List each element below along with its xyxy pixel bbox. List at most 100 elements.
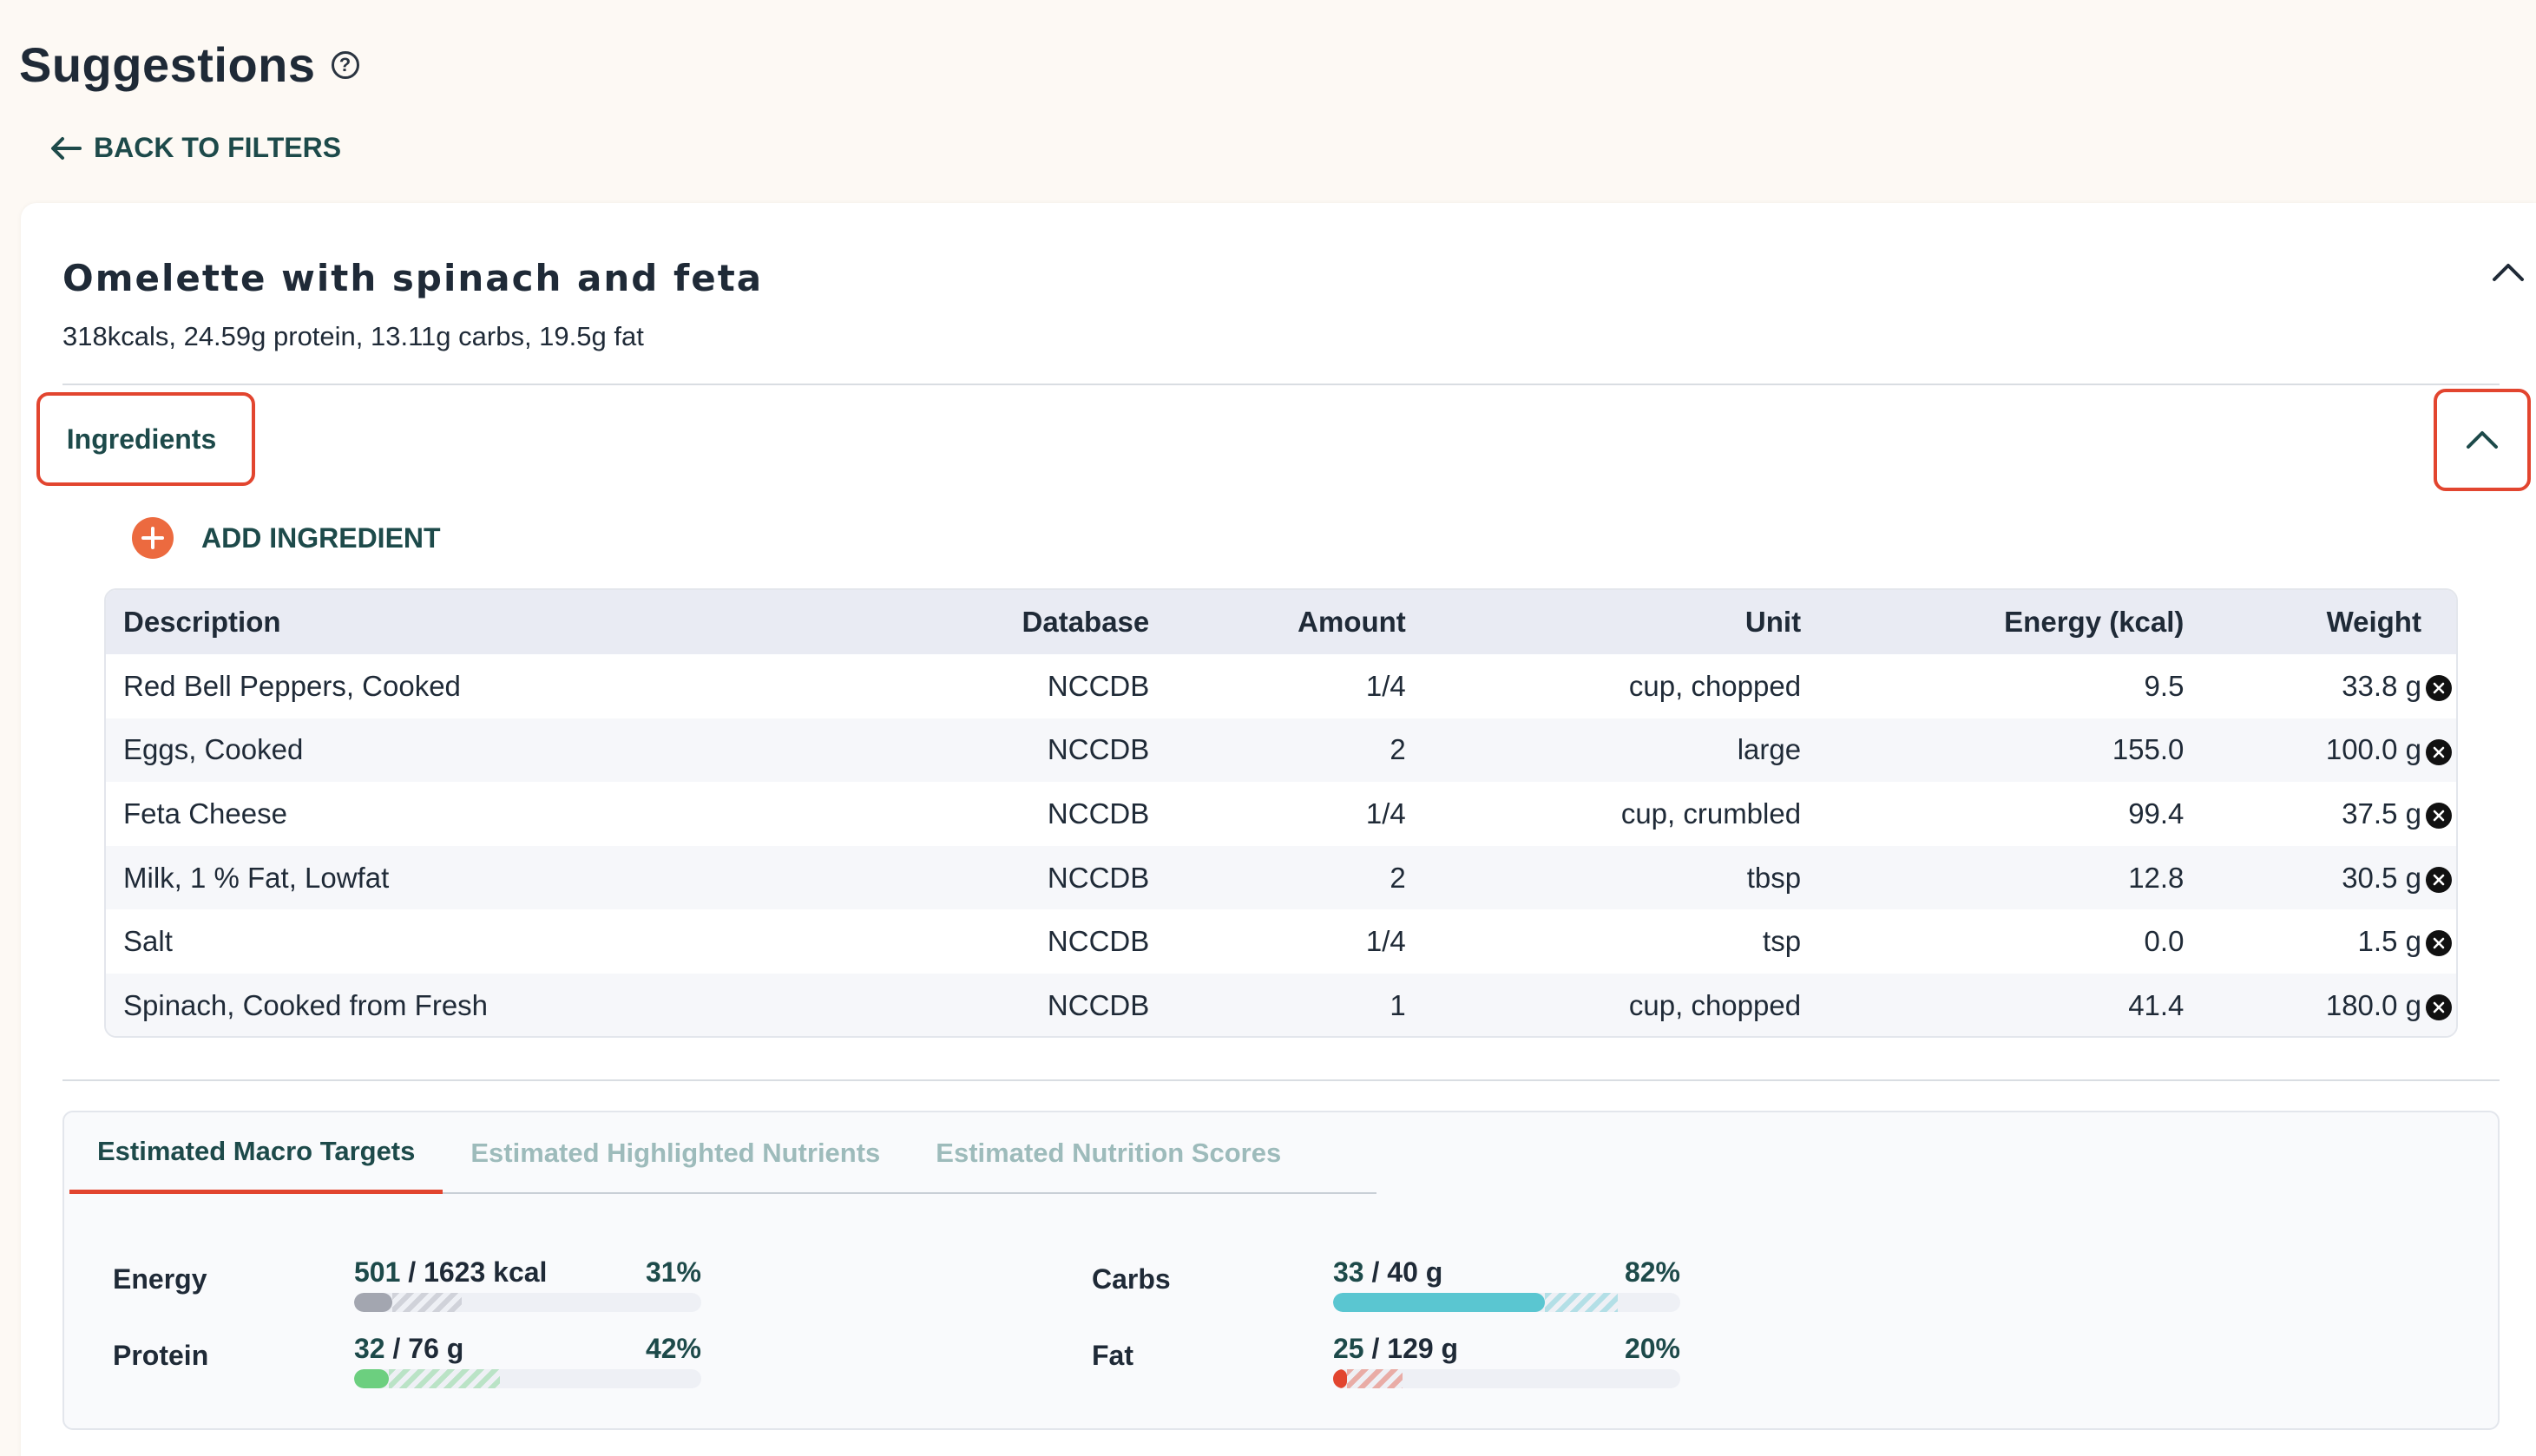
chevron-up-icon	[2467, 431, 2498, 449]
cell-amount: 2	[1390, 861, 1406, 894]
macro-carbs-name: Carbs	[1092, 1263, 1171, 1295]
cell-unit: tsp	[1763, 925, 1802, 958]
cell-unit: tbsp	[1746, 861, 1802, 894]
page-title: Suggestions	[19, 37, 316, 92]
table-row: Red Bell Peppers, Cooked NCCDB 1/4 cup, cho…	[106, 654, 2456, 718]
back-to-filters-link[interactable]: BACK TO FILTERS	[50, 132, 341, 164]
current-fill	[1333, 1369, 1347, 1388]
divider	[62, 1079, 2500, 1081]
macro-carbs-values: 33 / 40 g	[1333, 1256, 1443, 1288]
tab-macro-targets[interactable]: Estimated Macro Targets	[69, 1112, 443, 1194]
cell-remove	[2421, 718, 2456, 783]
macro-fat-name: Fat	[1092, 1340, 1133, 1371]
table-row: Salt NCCDB 1/4 tsp 0.0 1.5 g	[106, 909, 2456, 974]
collapse-recipe-button[interactable]	[2482, 246, 2534, 298]
table-row: Eggs, Cooked NCCDB 2 large 155.0 100.0 g	[106, 718, 2456, 783]
recipe-card: Omelette with spinach and feta 318kcals,…	[21, 203, 2536, 1456]
cell-unit: cup, chopped	[1628, 988, 1802, 1021]
tab-nutrition-scores[interactable]: Estimated Nutrition Scores	[936, 1138, 1282, 1168]
macro-energy-percent: 31%	[645, 1256, 701, 1288]
table-header-row: Description Database Amount Unit Energy …	[106, 590, 2456, 654]
collapse-ingredients-button[interactable]	[2434, 389, 2531, 491]
macro-protein-values: 32 / 76 g	[354, 1333, 464, 1364]
nutrition-tabs: Estimated Macro Targets Estimated Highli…	[69, 1112, 1376, 1194]
macro-carbs-bar	[1333, 1293, 1680, 1312]
cell-amount: 2	[1390, 733, 1406, 766]
page-title-row: Suggestions ?	[19, 36, 359, 93]
remove-ingredient-icon[interactable]	[2425, 803, 2452, 830]
macro-fat-values: 25 / 129 g	[1333, 1333, 1459, 1364]
macro-energy-name: Energy	[113, 1263, 207, 1295]
col-unit: Unit	[1744, 606, 1802, 638]
cell-remove	[2421, 782, 2456, 846]
plus-circle-icon	[132, 517, 174, 559]
projected-fill	[389, 1369, 500, 1388]
cell-weight: 1.5 g	[2357, 925, 2421, 958]
table-row: Spinach, Cooked from Fresh NCCDB 1 cup, cho…	[106, 973, 2456, 1036]
cell-energy: 0.0	[2144, 925, 2185, 958]
cell-unit: cup, crumbled	[1620, 797, 1802, 830]
cell-unit: large	[1737, 733, 1802, 766]
projected-fill	[392, 1293, 462, 1312]
cell-energy: 12.8	[2128, 861, 2185, 894]
ingredients-table: Description Database Amount Unit Energy …	[104, 588, 2458, 1038]
cell-remove	[2421, 846, 2456, 910]
recipe-title: Omelette with spinach and feta	[62, 257, 764, 299]
cell-database: NCCDB	[1047, 861, 1150, 894]
cell-energy: 99.4	[2128, 797, 2185, 830]
col-energy: Energy (kcal)	[2004, 606, 2185, 638]
remove-ingredient-icon[interactable]	[2425, 866, 2452, 893]
projected-fill	[1545, 1293, 1618, 1312]
macro-energy-bar	[354, 1293, 701, 1312]
remove-ingredient-icon[interactable]	[2425, 994, 2452, 1021]
cell-database: NCCDB	[1047, 669, 1150, 702]
table-row: Feta Cheese NCCDB 1/4 cup, crumbled 99.4 37.5…	[106, 782, 2456, 846]
col-description: Description	[123, 606, 281, 638]
arrow-left-icon	[51, 136, 82, 160]
add-ingredient-button[interactable]: ADD INGREDIENT	[132, 517, 441, 559]
nutrition-panel: Estimated Macro Targets Estimated Highli…	[62, 1111, 2500, 1430]
macro-fat-percent: 20%	[1624, 1333, 1680, 1364]
cell-amount: 1/4	[1365, 669, 1406, 702]
cell-amount: 1	[1390, 988, 1406, 1021]
cell-remove	[2421, 974, 2456, 1036]
cell-energy: 41.4	[2128, 988, 2185, 1021]
current-fill	[354, 1369, 389, 1388]
current-fill	[1333, 1293, 1545, 1312]
remove-ingredient-icon[interactable]	[2425, 738, 2452, 765]
tab-highlighted-nutrients[interactable]: Estimated Highlighted Nutrients	[470, 1138, 881, 1168]
remove-ingredient-icon[interactable]	[2425, 930, 2452, 957]
cell-remove	[2421, 654, 2456, 718]
col-remove	[2421, 590, 2456, 654]
cell-database: NCCDB	[1047, 797, 1150, 830]
macro-carbs-percent: 82%	[1624, 1256, 1680, 1288]
cell-description: Red Bell Peppers, Cooked	[123, 669, 461, 702]
cell-weight: 180.0 g	[2325, 988, 2421, 1021]
remove-ingredient-icon[interactable]	[2425, 675, 2452, 702]
cell-weight: 100.0 g	[2325, 733, 2421, 766]
cell-description: Salt	[123, 925, 173, 958]
cell-description: Spinach, Cooked from Fresh	[123, 988, 489, 1021]
macro-protein-percent: 42%	[645, 1333, 701, 1364]
col-amount: Amount	[1298, 606, 1406, 638]
ingredients-section-toggle[interactable]: Ingredients	[36, 392, 255, 486]
back-to-filters-label: BACK TO FILTERS	[94, 132, 342, 163]
macro-energy-values: 501 / 1623 kcal	[354, 1256, 548, 1288]
cell-description: Milk, 1 % Fat, Lowfat	[123, 861, 390, 894]
cell-energy: 9.5	[2144, 669, 2185, 702]
help-icon[interactable]: ?	[331, 50, 359, 79]
chevron-up-icon	[2493, 264, 2524, 281]
cell-database: NCCDB	[1047, 925, 1150, 958]
cell-unit: cup, chopped	[1628, 669, 1802, 702]
table-row: Milk, 1 % Fat, Lowfat NCCDB 2 tbsp 12.8 30.5 …	[106, 845, 2456, 910]
macro-fat-bar	[1333, 1369, 1680, 1388]
cell-description: Eggs, Cooked	[123, 733, 304, 766]
cell-amount: 1/4	[1365, 925, 1406, 958]
macro-protein-name: Protein	[113, 1340, 209, 1371]
col-weight: Weight	[2326, 606, 2421, 638]
cell-weight: 30.5 g	[2342, 861, 2421, 894]
cell-weight: 37.5 g	[2342, 797, 2421, 830]
add-ingredient-label: ADD INGREDIENT	[201, 521, 441, 554]
current-fill	[354, 1293, 392, 1312]
recipe-summary: 318kcals, 24.59g protein, 13.11g carbs, …	[62, 321, 644, 351]
